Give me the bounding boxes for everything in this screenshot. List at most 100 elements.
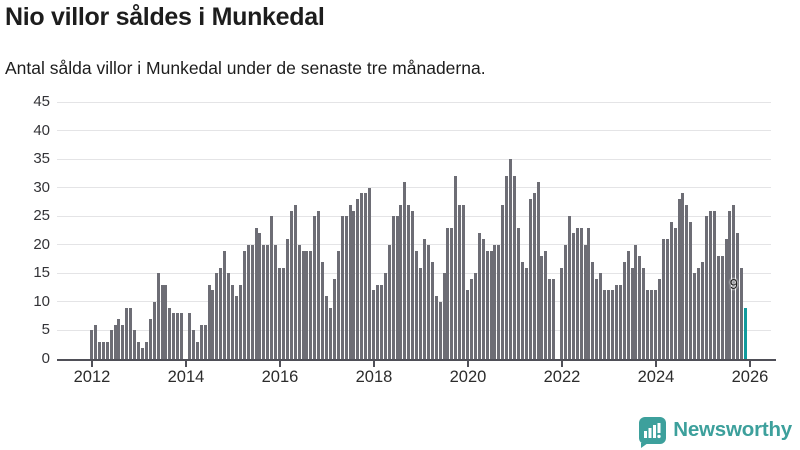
bar bbox=[207, 284, 211, 359]
bar bbox=[638, 256, 642, 359]
y-tick-label: 40 bbox=[33, 121, 50, 139]
bar bbox=[372, 290, 375, 359]
bar bbox=[274, 244, 278, 359]
bar bbox=[634, 244, 638, 359]
bar bbox=[712, 210, 716, 359]
bar bbox=[356, 199, 360, 359]
branding-footer: Newsworthy bbox=[639, 415, 792, 448]
x-tick-label: 2018 bbox=[355, 368, 393, 386]
bar bbox=[176, 313, 180, 359]
bar bbox=[685, 204, 689, 359]
bar bbox=[258, 233, 262, 359]
bar bbox=[665, 239, 669, 359]
bar bbox=[650, 290, 654, 359]
bar bbox=[591, 261, 595, 359]
bar bbox=[105, 341, 109, 359]
gridline bbox=[57, 101, 771, 103]
bar bbox=[657, 279, 661, 359]
bar bbox=[375, 284, 379, 359]
bar bbox=[187, 313, 191, 359]
bar bbox=[599, 273, 603, 359]
bar bbox=[450, 227, 454, 359]
x-tick-label: 2016 bbox=[261, 368, 299, 386]
bars-layer bbox=[90, 102, 748, 359]
x-tick-label: 2026 bbox=[731, 368, 769, 386]
bar bbox=[528, 199, 532, 359]
bar bbox=[360, 193, 364, 359]
bar bbox=[603, 290, 607, 359]
bar bbox=[540, 256, 544, 359]
bar bbox=[172, 313, 176, 359]
bar bbox=[203, 324, 207, 359]
bar bbox=[293, 204, 297, 359]
bar bbox=[262, 244, 266, 359]
bar bbox=[97, 341, 101, 359]
bar bbox=[215, 273, 219, 359]
bar bbox=[442, 273, 446, 359]
bar bbox=[736, 233, 740, 359]
bar bbox=[348, 204, 352, 359]
bar bbox=[724, 239, 728, 359]
bar bbox=[532, 193, 536, 359]
bar bbox=[379, 284, 383, 359]
bar bbox=[325, 296, 328, 359]
bar bbox=[438, 301, 442, 359]
highlighted-bar bbox=[744, 307, 748, 359]
bar bbox=[270, 216, 274, 359]
bar bbox=[266, 244, 270, 359]
x-tick-mark bbox=[748, 361, 751, 367]
bar bbox=[501, 204, 505, 359]
bar bbox=[740, 267, 744, 359]
bar bbox=[242, 250, 246, 359]
bar bbox=[720, 256, 724, 359]
bar bbox=[313, 216, 317, 359]
bar bbox=[489, 250, 493, 359]
x-tick-label: 2020 bbox=[449, 368, 487, 386]
bar bbox=[669, 221, 673, 359]
bar bbox=[462, 204, 466, 359]
x-tick-label: 2014 bbox=[167, 368, 205, 386]
bar bbox=[395, 216, 399, 359]
page-subtitle: Antal sålda villor i Munkedal under de s… bbox=[5, 58, 486, 78]
bar bbox=[383, 273, 387, 359]
bar bbox=[125, 307, 129, 359]
bar bbox=[387, 244, 391, 359]
x-tick-label: 2012 bbox=[73, 368, 111, 386]
bar bbox=[234, 296, 238, 359]
y-tick-label: 15 bbox=[33, 264, 50, 282]
x-tick-mark bbox=[560, 361, 563, 367]
bar bbox=[473, 273, 477, 359]
bar bbox=[113, 324, 117, 359]
bar bbox=[708, 210, 712, 359]
bar bbox=[716, 256, 720, 359]
bar bbox=[583, 244, 587, 359]
bar bbox=[254, 227, 258, 359]
bar bbox=[415, 250, 419, 359]
x-tick-label: 2024 bbox=[637, 368, 675, 386]
bar bbox=[160, 284, 164, 359]
brand-name: Newsworthy bbox=[673, 418, 792, 441]
bar bbox=[614, 284, 618, 359]
bar bbox=[168, 307, 172, 359]
bar bbox=[693, 273, 697, 359]
bar bbox=[610, 290, 614, 359]
bar bbox=[505, 176, 509, 359]
bar bbox=[109, 330, 113, 359]
bar bbox=[117, 319, 121, 359]
y-tick-label: 30 bbox=[33, 178, 50, 196]
bar bbox=[481, 239, 485, 359]
bar bbox=[231, 284, 234, 359]
bar bbox=[140, 347, 144, 359]
bar bbox=[340, 216, 344, 359]
bar bbox=[575, 227, 579, 359]
bar bbox=[618, 284, 622, 359]
bar bbox=[391, 216, 395, 359]
x-tick-mark bbox=[654, 361, 657, 367]
y-tick-label: 25 bbox=[33, 207, 50, 225]
bar bbox=[446, 227, 450, 359]
y-tick-label: 5 bbox=[41, 321, 50, 339]
bar bbox=[407, 204, 411, 359]
bar bbox=[434, 296, 438, 359]
bar bbox=[536, 181, 540, 359]
